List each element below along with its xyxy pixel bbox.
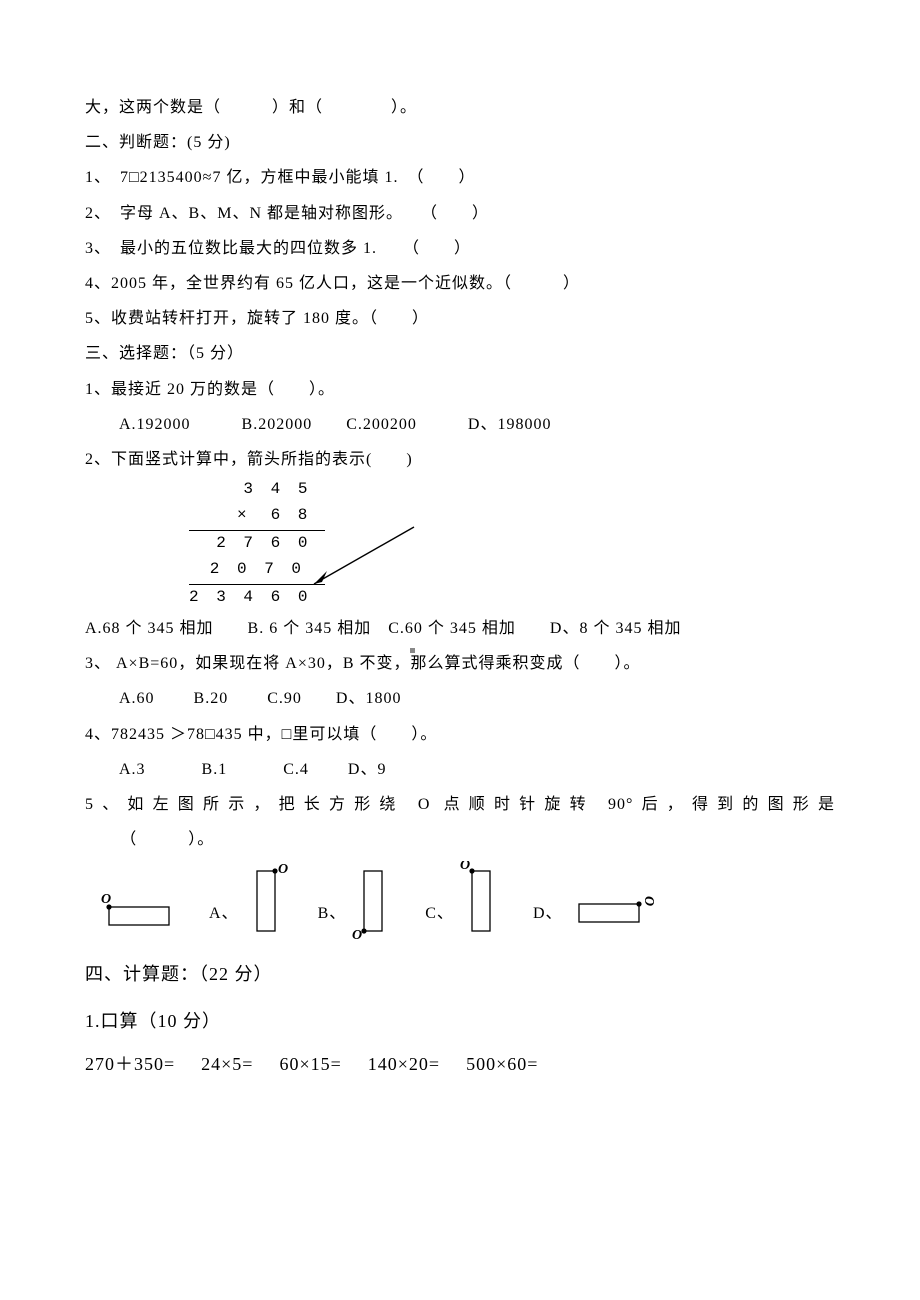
sec2-item-1: 1、 7□2135400≈7 亿，方框中最小能填 1. （ ）	[85, 160, 835, 195]
sec3-q3-options: A.60 B.20 C.90 D、1800	[85, 681, 835, 716]
eq-5: 500×60=	[466, 1045, 538, 1085]
svg-text:O: O	[278, 862, 289, 877]
sec2-item-3: 3、 最小的五位数比最大的四位数多 1. （ ）	[85, 231, 835, 266]
eq-3: 60×15=	[279, 1045, 341, 1085]
option-c-label: C、	[425, 896, 454, 941]
section-4-title: 四、计算题：（22 分）	[85, 951, 835, 998]
figure-option-c: O	[460, 861, 505, 941]
option-b-group: B、 O	[318, 861, 398, 941]
calc-row-multiplicand: 3 4 5	[189, 477, 325, 503]
vertical-multiplication: 3 4 5 × 6 8 2 7 6 0 2 0 7 0 2 3 4 6 0	[189, 477, 325, 611]
option-d-group: D、 O	[533, 886, 659, 941]
svg-text:O: O	[101, 892, 112, 907]
sec3-q1-options: A.192000 B.202000 C.200200 D、198000	[85, 407, 835, 442]
sec3-q5: 5、如左图所示，把长方形绕 O 点顺时针旋转 90°后，得到的图形是	[85, 787, 835, 822]
option-c-group: C、 O	[425, 861, 505, 941]
sec2-item-5: 5、收费站转杆打开，旋转了 180 度。（ ）	[85, 301, 835, 336]
figure-option-d: O	[569, 886, 659, 941]
sec2-item-2: 2、 字母 A、B、M、N 都是轴对称图形。 （ ）	[85, 196, 835, 231]
section-2-title: 二、判断题：(5 分)	[85, 125, 835, 160]
sec3-q4-options: A.3 B.1 C.4 D、9	[85, 752, 835, 787]
svg-text:O: O	[641, 896, 656, 907]
sec4-sub1: 1.口算（10 分）	[85, 998, 835, 1045]
arrow-icon	[304, 522, 434, 602]
option-a-label: A、	[209, 896, 239, 941]
eq-2: 24×5=	[201, 1045, 253, 1085]
sec3-q3: 3、 A×B=60，如果现在将 A×30，B 不变，那么算式得乘积变成（ ）。	[85, 646, 835, 681]
figure-option-a: O	[245, 861, 290, 941]
sec3-q4: 4、782435 ＞78□435 中，□里可以填（ ）。	[85, 717, 835, 752]
option-b-label: B、	[318, 896, 347, 941]
section-3-title: 三、选择题：（5 分）	[85, 336, 835, 371]
mental-math-row: 270＋350= 24×5= 60×15= 140×20= 500×60=	[85, 1045, 835, 1085]
sec3-q2: 2、下面竖式计算中，箭头所指的表示( )	[85, 442, 835, 477]
intro-line: 大，这两个数是（ ）和（ ）。	[85, 90, 835, 125]
eq-4: 140×20=	[368, 1045, 440, 1085]
sec2-item-4: 4、2005 年，全世界约有 65 亿人口，这是一个近似数。（ ）	[85, 266, 835, 301]
svg-text:O: O	[460, 861, 471, 873]
sec3-q5-blank: （ ）。	[85, 822, 835, 857]
sec3-q2-options: A.68 个 345 相加 B. 6 个 345 相加 C.60 个 345 相…	[85, 611, 835, 646]
page-marker-dot	[410, 648, 415, 653]
figure-original: O	[101, 881, 181, 941]
sec3-q5-figures: O A、 O B、 O C、 O D、 O	[85, 861, 835, 941]
option-a-group: A、 O	[209, 861, 290, 941]
option-d-label: D、	[533, 896, 563, 941]
eq-1: 270＋350=	[85, 1045, 175, 1085]
figure-option-b: O	[352, 861, 397, 941]
sec3-q1: 1、最接近 20 万的数是（ ）。	[85, 372, 835, 407]
svg-text:O: O	[352, 928, 363, 941]
